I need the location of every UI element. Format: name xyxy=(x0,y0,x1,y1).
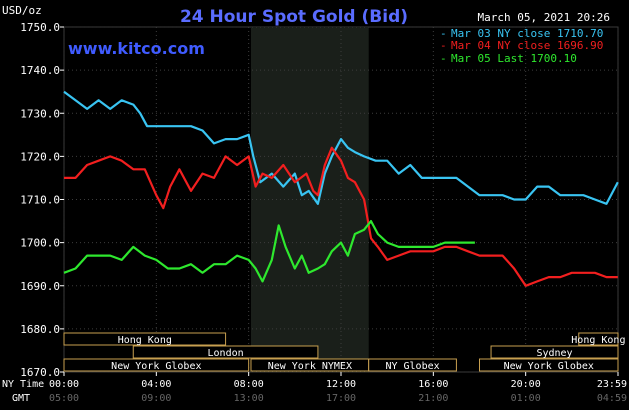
market-session-bar xyxy=(368,358,457,372)
y-axis-ticks: 1670.0 1680.0 1690.0 1700.0 1710.0 1720.0 1730… xyxy=(20,21,64,379)
chart-title: 24 Hour Spot Gold (Bid) xyxy=(180,7,408,27)
x-tick-label-ny: 16:00 xyxy=(418,379,448,390)
x-tick-label-ny: 04:00 xyxy=(141,379,171,390)
x-tick-label-ny: 00:00 xyxy=(49,379,79,390)
market-sessions: Hong Kong Hong Kong London Sydney New York G… xyxy=(63,332,625,372)
x-tick-label-gmt: 17:00 xyxy=(326,393,356,404)
legend-item-mar05: Mar 05 Last 1700.10 xyxy=(451,52,577,65)
x-tick-label-gmt: 05:00 xyxy=(49,393,79,404)
legend-dash-3: - xyxy=(440,52,447,65)
y-tick-label: 1740.0 xyxy=(20,64,60,77)
price-series-line xyxy=(63,90,619,205)
legend-item-mar04: Mar 04 NY close 1696.90 xyxy=(451,39,603,52)
market-session-label: London xyxy=(208,348,244,359)
x-tick-label-gmt: 09:00 xyxy=(141,393,171,404)
market-session-label: NY Globex xyxy=(385,361,439,372)
market-session-bar xyxy=(132,345,319,359)
y-tick-label: 1720.0 xyxy=(20,150,60,163)
market-session-label: New York NYMEX xyxy=(268,361,352,372)
y-tick-label: 1710.0 xyxy=(20,194,60,207)
x-tick-label-gmt: 04:59 xyxy=(597,393,627,404)
x-axis-ny-time-label: NY Time xyxy=(2,379,44,390)
y-tick-label: 1750.0 xyxy=(20,21,60,34)
price-series-line xyxy=(64,146,618,287)
legend-item-mar03: Mar 03 NY close 1710.70 xyxy=(451,27,603,40)
y-tick-label: 1730.0 xyxy=(20,107,60,120)
chart-date: March 05, 2021 20:26 xyxy=(478,11,610,24)
y-tick-label: 1670.0 xyxy=(20,366,60,379)
market-session-bar xyxy=(490,345,619,359)
x-tick-label-ny: 12:00 xyxy=(326,379,356,390)
y-axis-unit-label: USD/oz xyxy=(2,4,42,17)
x-tick-label-ny: 23:59 xyxy=(597,379,627,390)
market-session-bar xyxy=(63,358,250,372)
market-session-label: Hong Kong xyxy=(118,335,172,346)
market-session-label: New York Globex xyxy=(504,361,594,372)
nymex-session-band xyxy=(250,27,369,372)
legend-dash-2: - xyxy=(440,39,447,52)
price-series-line xyxy=(63,220,475,283)
market-session-bar xyxy=(63,332,227,346)
x-axis-ticks: 00:00 05:00 04:00 09:00 08:00 13:00 12:00 17:00… xyxy=(49,372,627,404)
x-tick-label-gmt: 13:00 xyxy=(234,393,264,404)
market-session-label: New York Globex xyxy=(111,361,201,372)
market-session-label: Hong Kong xyxy=(571,335,625,346)
kitco-watermark: www.kitco.com xyxy=(68,39,205,58)
x-tick-label-gmt: 21:00 xyxy=(418,393,448,404)
price-lines xyxy=(63,90,619,287)
legend-dash-1: - xyxy=(440,27,447,40)
legend: - Mar 03 NY close 1710.70 - Mar 04 NY cl… xyxy=(440,27,603,65)
x-tick-label-gmt: 01:00 xyxy=(511,393,541,404)
x-tick-label-ny: 20:00 xyxy=(511,379,541,390)
y-tick-label: 1690.0 xyxy=(20,280,60,293)
market-session-label: Sydney xyxy=(536,348,572,359)
y-tick-label: 1680.0 xyxy=(20,323,60,336)
x-tick-label-ny: 08:00 xyxy=(234,379,264,390)
market-session-bar xyxy=(479,358,619,372)
market-session-bar xyxy=(578,332,619,346)
x-axis-gmt-label: GMT xyxy=(12,393,30,404)
y-tick-label: 1700.0 xyxy=(20,237,60,250)
